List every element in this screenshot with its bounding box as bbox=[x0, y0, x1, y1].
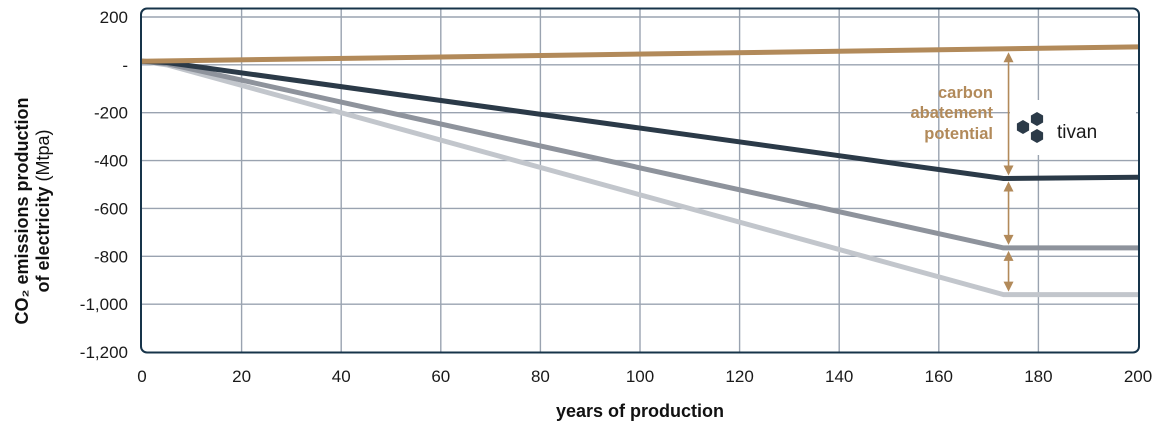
y-tick-label: -1,200 bbox=[80, 343, 128, 362]
annotation-line-1: carbon bbox=[938, 84, 993, 102]
x-tick-label: 140 bbox=[825, 367, 853, 386]
x-tick-label: 100 bbox=[626, 367, 654, 386]
series-line-1 bbox=[141, 44, 1139, 64]
y-tick-label: - bbox=[122, 56, 128, 75]
tick-labels: 0 20 40 60 80 100 120 140 160 180 200 200 - -200 -400 -… bbox=[80, 8, 1152, 386]
x-tick-label: 160 bbox=[925, 367, 953, 386]
grid-lines bbox=[142, 9, 1138, 352]
y-tick-label: -600 bbox=[94, 199, 128, 218]
x-tick-label: 0 bbox=[137, 367, 146, 386]
x-tick-label: 60 bbox=[431, 367, 450, 386]
abatement-annotation: carbon abatement potential bbox=[910, 52, 1014, 292]
annotation-line-2: abatement bbox=[910, 104, 993, 122]
plot-frame bbox=[140, 7, 1140, 354]
y-tick-label: 200 bbox=[100, 8, 128, 27]
tivan-logo: tivan bbox=[1010, 100, 1136, 155]
y-axis-title-line-2-main: of electricity bbox=[33, 186, 53, 292]
double-arrow-1 bbox=[1003, 52, 1014, 176]
annotation-line-3: potential bbox=[924, 125, 993, 143]
y-axis-title-line-2: of electricity (Mtpa) bbox=[33, 129, 53, 292]
double-arrow-2 bbox=[1003, 181, 1014, 245]
y-tick-label: -800 bbox=[94, 247, 128, 266]
x-axis-title: years of production bbox=[556, 401, 724, 421]
x-tick-label: 180 bbox=[1024, 367, 1052, 386]
x-tick-label: 80 bbox=[531, 367, 550, 386]
y-tick-label: -200 bbox=[94, 104, 128, 123]
x-tick-label: 20 bbox=[232, 367, 251, 386]
logo-text: tivan bbox=[1057, 122, 1097, 143]
x-tick-label: 200 bbox=[1124, 367, 1152, 386]
y-axis-title: CO₂ emissions production of electricity (… bbox=[12, 97, 53, 324]
y-axis-title-unit: (Mtpa) bbox=[33, 129, 53, 181]
y-tick-label: -400 bbox=[94, 152, 128, 171]
hexagon-cluster-icon bbox=[1016, 112, 1044, 143]
logo-background bbox=[1010, 100, 1136, 155]
x-tick-label: 120 bbox=[725, 367, 753, 386]
y-axis-title-line-1: CO₂ emissions production bbox=[12, 97, 32, 324]
series-lines bbox=[141, 44, 1139, 298]
y-tick-label: -1,000 bbox=[80, 295, 128, 314]
double-arrow-3 bbox=[1003, 250, 1014, 292]
x-tick-label: 40 bbox=[332, 367, 351, 386]
